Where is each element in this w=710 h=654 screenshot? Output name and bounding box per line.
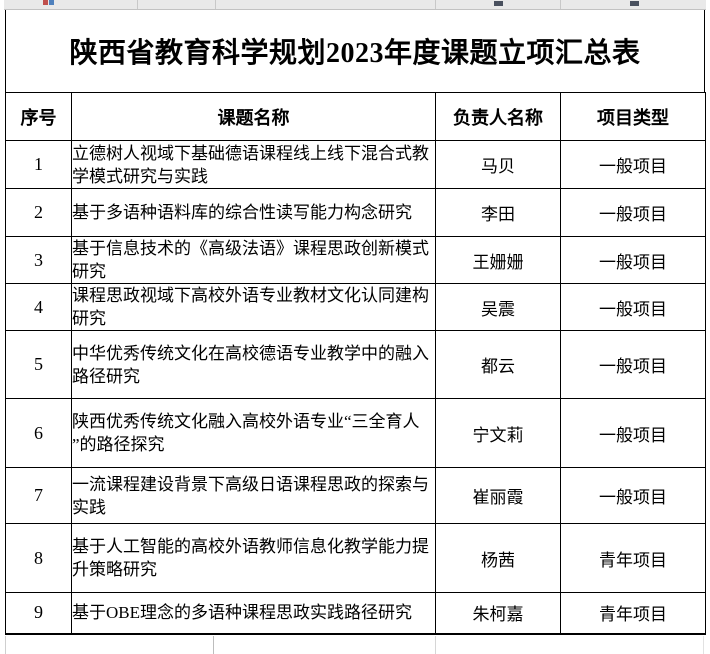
cell-leader[interactable]: 朱柯嘉 <box>435 592 561 634</box>
cell-no[interactable]: 8 <box>5 523 72 593</box>
cell-leader[interactable]: 王姗姗 <box>435 236 561 284</box>
table-row: 9 基于OBE理念的多语种课程思政实践路径研究 朱柯嘉 青年项目 <box>5 592 706 634</box>
cell-leader[interactable]: 李田 <box>435 188 561 237</box>
header-cell-no[interactable]: 序号 <box>5 92 72 141</box>
gridline <box>560 0 561 9</box>
cell-type[interactable]: 一般项目 <box>560 236 706 284</box>
cell-topic[interactable]: 基于信息技术的《高级法语》课程思政创新模式研究 <box>71 236 436 284</box>
table-row: 1 立德树人视域下基础德语课程线上线下混合式教学模式研究与实践 马贝 一般项目 <box>5 140 706 189</box>
cell-no[interactable]: 7 <box>5 467 72 524</box>
cell-type[interactable]: 一般项目 <box>560 330 706 399</box>
text-fragment <box>494 1 503 6</box>
cell-no[interactable]: 4 <box>5 283 72 331</box>
gridline <box>703 636 704 654</box>
header-cell-topic[interactable]: 课题名称 <box>71 92 436 141</box>
cell-topic[interactable]: 立德树人视域下基础德语课程线上线下混合式教学模式研究与实践 <box>71 140 436 189</box>
projects-table: 序号 课题名称 负责人名称 项目类型 1 立德树人视域下基础德语课程线上线下混合式… <box>5 92 706 635</box>
cell-leader[interactable]: 马贝 <box>435 140 561 189</box>
page-title[interactable]: 陕西省教育科学规划2023年度课题立项汇总表 <box>5 10 705 92</box>
cropped-row-below <box>0 636 710 654</box>
cell-type[interactable]: 青年项目 <box>560 592 706 634</box>
cell-topic[interactable]: 一流课程建设背景下高级日语课程思政的探索与实践 <box>71 467 436 524</box>
table-row: 6 陕西优秀传统文化融入高校外语专业“三全育人 ”的路径探究 宁文莉 一般项目 <box>5 398 706 468</box>
gridline <box>137 0 138 9</box>
gridline <box>213 636 214 654</box>
cell-leader[interactable]: 吴震 <box>435 283 561 331</box>
cell-type[interactable]: 一般项目 <box>560 398 706 468</box>
cell-type[interactable]: 一般项目 <box>560 140 706 189</box>
cell-no[interactable]: 2 <box>5 188 72 237</box>
table-row: 5 中华优秀传统文化在高校德语专业教学中的融入路径研究 都云 一般项目 <box>5 330 706 399</box>
cell-no[interactable]: 6 <box>5 398 72 468</box>
cell-topic[interactable]: 基于多语种语料库的综合性读写能力构念研究 <box>71 188 436 237</box>
cell-no[interactable]: 1 <box>5 140 72 189</box>
cell-type[interactable]: 一般项目 <box>560 467 706 524</box>
table-row: 4 课程思政视域下高校外语专业教材文化认同建构研究 吴震 一般项目 <box>5 283 706 331</box>
gridline <box>5 636 6 654</box>
cell-topic[interactable]: 基于人工智能的高校外语教师信息化教学能力提升策略研究 <box>71 523 436 593</box>
cell-type[interactable]: 青年项目 <box>560 523 706 593</box>
cell-no[interactable]: 5 <box>5 330 72 399</box>
table-row: 2 基于多语种语料库的综合性读写能力构念研究 李田 一般项目 <box>5 188 706 237</box>
cropped-row-above <box>4 0 706 10</box>
table-row: 8 基于人工智能的高校外语教师信息化教学能力提升策略研究 杨茜 青年项目 <box>5 523 706 593</box>
cell-leader[interactable]: 宁文莉 <box>435 398 561 468</box>
summary-table-sheet: 陕西省教育科学规划2023年度课题立项汇总表 序号 课题名称 负责人名称 项目类… <box>5 10 706 635</box>
cell-topic[interactable]: 基于OBE理念的多语种课程思政实践路径研究 <box>71 592 436 634</box>
cell-no[interactable]: 3 <box>5 236 72 284</box>
text-fragment-icon <box>49 0 54 5</box>
gridline <box>435 636 436 654</box>
cell-topic[interactable]: 中华优秀传统文化在高校德语专业教学中的融入路径研究 <box>71 330 436 399</box>
cell-no[interactable]: 9 <box>5 592 72 634</box>
cell-topic[interactable]: 陕西优秀传统文化融入高校外语专业“三全育人 ”的路径探究 <box>71 398 436 468</box>
gridline <box>435 0 436 9</box>
text-fragment-icon <box>43 0 48 5</box>
header-row: 序号 课题名称 负责人名称 项目类型 <box>5 92 706 141</box>
cell-topic[interactable]: 课程思政视域下高校外语专业教材文化认同建构研究 <box>71 283 436 331</box>
cell-leader[interactable]: 崔丽霞 <box>435 467 561 524</box>
cell-type[interactable]: 一般项目 <box>560 188 706 237</box>
text-fragment <box>630 1 639 6</box>
gridline <box>215 0 216 9</box>
header-cell-leader[interactable]: 负责人名称 <box>435 92 561 141</box>
table-row: 3 基于信息技术的《高级法语》课程思政创新模式研究 王姗姗 一般项目 <box>5 236 706 284</box>
table-row: 7 一流课程建设背景下高级日语课程思政的探索与实践 崔丽霞 一般项目 <box>5 467 706 524</box>
table-body: 1 立德树人视域下基础德语课程线上线下混合式教学模式研究与实践 马贝 一般项目 2 基于多… <box>5 140 706 634</box>
cell-leader[interactable]: 都云 <box>435 330 561 399</box>
cell-leader[interactable]: 杨茜 <box>435 523 561 593</box>
header-cell-type[interactable]: 项目类型 <box>560 92 706 141</box>
cell-type[interactable]: 一般项目 <box>560 283 706 331</box>
